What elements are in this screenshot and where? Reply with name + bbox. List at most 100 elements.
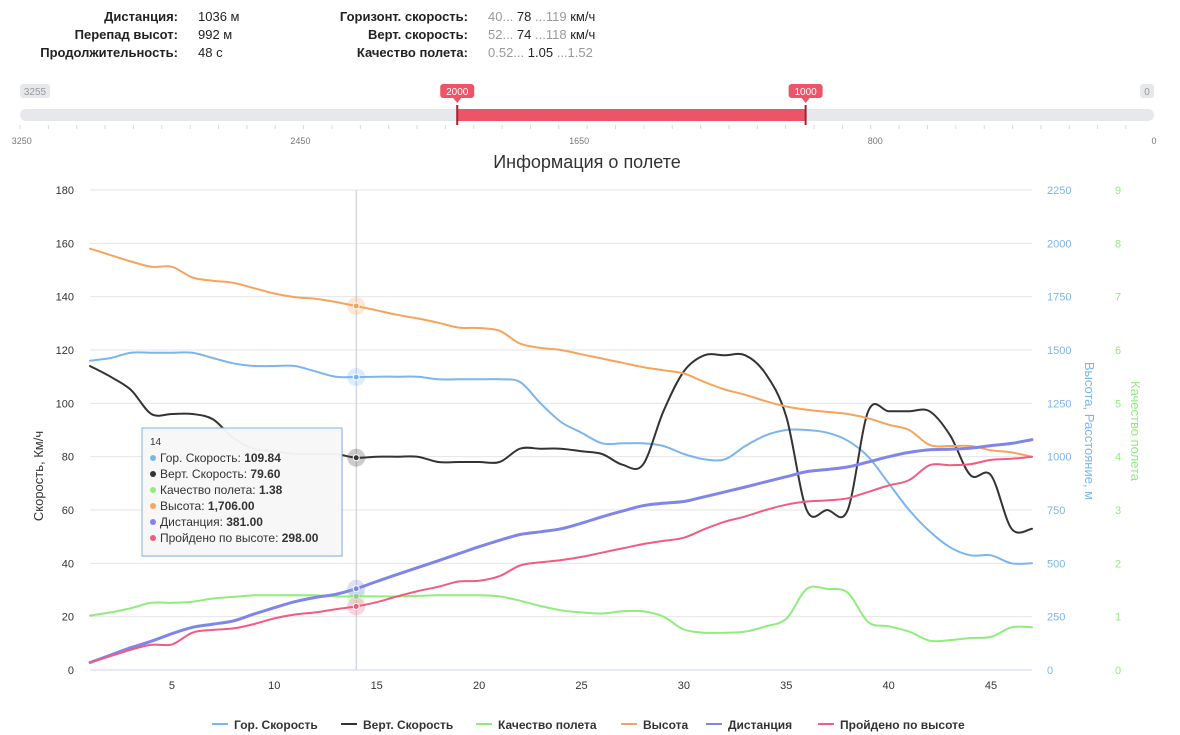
legend-item[interactable]: Верт. Скорость: [341, 718, 453, 732]
y-right-quality-tick-label: 9: [1115, 185, 1121, 197]
y-right-quality-tick-label: 0: [1115, 665, 1121, 677]
hover-markers: [347, 297, 366, 616]
y-right-altitude-tick-label: 1500: [1047, 345, 1071, 357]
legend-item[interactable]: Качество полета: [476, 718, 597, 732]
slider-to-label: 1000: [794, 87, 817, 98]
tooltip-bullet: [150, 535, 156, 541]
stat-elevation-drop: Перепад высот: 992 м: [0, 26, 239, 44]
hover-point: [352, 302, 360, 310]
y-axis-right-quality-label: Качество полета: [1128, 381, 1143, 482]
tooltip-row: Пройдено по высоте: 298.00: [160, 531, 319, 545]
legend-item[interactable]: Дистанция: [706, 718, 792, 732]
hover-point: [352, 454, 360, 462]
x-tick-label: 30: [678, 680, 690, 692]
series-line-3: [89, 247, 1033, 458]
tooltip-header: 14: [150, 437, 162, 448]
hover-point: [352, 373, 360, 381]
slider-from-label: 2000: [446, 87, 469, 98]
flight-info-chart: Информация о полете 02040608010012014016…: [31, 152, 1143, 732]
legend-label: Высота: [643, 718, 688, 732]
y-right-quality-tick-label: 4: [1115, 452, 1121, 464]
stat-distance: Дистанция: 1036 м: [0, 8, 239, 26]
slider-selected-range[interactable]: [457, 109, 806, 121]
tooltip-row: Верт. Скорость: 79.60: [160, 467, 281, 481]
tooltip-row-label: Верт. Скорость:: [160, 467, 250, 481]
hover-point: [352, 592, 360, 600]
tooltip-box: [141, 427, 343, 557]
slider-to-handle[interactable]: 1000: [788, 84, 823, 125]
right-axis-quality-ticks: 0 1 2 3 4 5 6 7 8 9: [1115, 185, 1121, 677]
tooltip-row-label: Пройдено по высоте:: [160, 531, 282, 545]
tooltip-row: Качество полета: 1.38: [160, 483, 283, 497]
stat-min: 0.52...: [488, 45, 525, 60]
tooltip-row: Гор. Скорость: 109.84: [160, 451, 281, 465]
altitude-range-slider[interactable]: 3255 0 2000 1000 3250 2450 1650 800 0: [0, 80, 1180, 150]
stat-min: 52...: [488, 27, 514, 42]
tooltip-row-label: Гор. Скорость:: [160, 451, 244, 465]
stat-label: Качество полета:: [356, 45, 468, 60]
tooltip-row-value: 109.84: [244, 451, 281, 465]
tooltip-row-value: 381.00: [226, 515, 263, 529]
slider-tick-label: 2450: [290, 136, 310, 146]
stat-label: Горизонт. скорость:: [339, 9, 468, 24]
y-right-altitude-tick-label: 2000: [1047, 238, 1071, 250]
tooltip-row-value: 1,706.00: [208, 499, 255, 513]
slider-tick-label: 1650: [569, 136, 589, 146]
y-left-tick-label: 0: [68, 665, 74, 677]
y-right-altitude-tick-label: 750: [1047, 505, 1065, 517]
x-tick-label: 5: [169, 680, 175, 692]
y-right-quality-tick-label: 1: [1115, 612, 1121, 624]
tooltip-row-value: 79.60: [250, 467, 280, 481]
series-line-5: [89, 455, 1033, 664]
chart-series: [88, 247, 1034, 664]
series-line-0: [89, 351, 1033, 565]
y-right-altitude-tick-label: 1000: [1047, 452, 1071, 464]
legend-item[interactable]: Высота: [621, 718, 688, 732]
stat-avg: 1.05: [527, 45, 554, 60]
y-left-tick-label: 100: [56, 398, 74, 410]
slider-scale: 3250 2450 1650 800 0: [12, 125, 1157, 146]
y-right-quality-tick-label: 3: [1115, 505, 1121, 517]
legend-label: Верт. Скорость: [363, 718, 453, 732]
tooltip-row-value: 1.38: [259, 483, 283, 497]
y-axis-right-altitude-label: Высота, Расстояние, м: [1082, 362, 1097, 500]
x-tick-label: 35: [780, 680, 792, 692]
stat-avg: 74: [516, 27, 532, 42]
legend-item[interactable]: Гор. Скорость: [212, 718, 318, 732]
stat-max: ...1.52: [556, 45, 593, 60]
x-tick-label: 40: [883, 680, 895, 692]
stat-duration: Продолжительность: 48 с: [0, 44, 239, 62]
x-tick-label: 20: [473, 680, 485, 692]
y-left-tick-label: 80: [62, 452, 74, 464]
x-tick-label: 45: [985, 680, 997, 692]
y-right-altitude-tick-label: 1750: [1047, 292, 1071, 304]
y-right-quality-tick-label: 5: [1115, 398, 1121, 410]
chart-title: Информация о полете: [493, 152, 681, 172]
legend-item[interactable]: Пройдено по высоте: [818, 718, 965, 732]
stat-unit: км/ч: [570, 27, 596, 42]
y-left-tick-label: 180: [56, 185, 74, 197]
slider-from-handle[interactable]: 2000: [440, 84, 475, 125]
chart-legend[interactable]: Гор. Скорость Верт. Скорость Качество поле…: [212, 718, 965, 732]
series-line-4: [88, 438, 1034, 664]
stat-value: 1036 м: [198, 9, 240, 24]
slider-tick-label: 3250: [12, 136, 32, 146]
chart-tooltip: 14 Гор. Скорость: 109.84 Верт. Скорость: 7…: [141, 427, 343, 557]
y-right-quality-tick-label: 8: [1115, 238, 1121, 250]
stat-unit: км/ч: [570, 9, 596, 24]
slider-max-badge: 0: [1140, 84, 1154, 98]
tooltip-row-value: 298.00: [282, 531, 319, 545]
x-tick-label: 25: [575, 680, 587, 692]
legend-label: Дистанция: [728, 718, 792, 732]
tooltip-bullet: [150, 455, 156, 461]
slider-tick-label: 800: [868, 136, 883, 146]
tooltip-bullet: [150, 503, 156, 509]
slider-tick-label: 0: [1151, 136, 1156, 146]
tooltip-bullet: [150, 519, 156, 525]
hover-point: [352, 585, 360, 593]
tooltip-row-label: Высота:: [160, 499, 208, 513]
stat-label: Верт. скорость:: [368, 27, 468, 42]
y-left-tick-label: 60: [62, 505, 74, 517]
hover-point: [352, 602, 360, 610]
series-line-2: [89, 585, 1033, 643]
